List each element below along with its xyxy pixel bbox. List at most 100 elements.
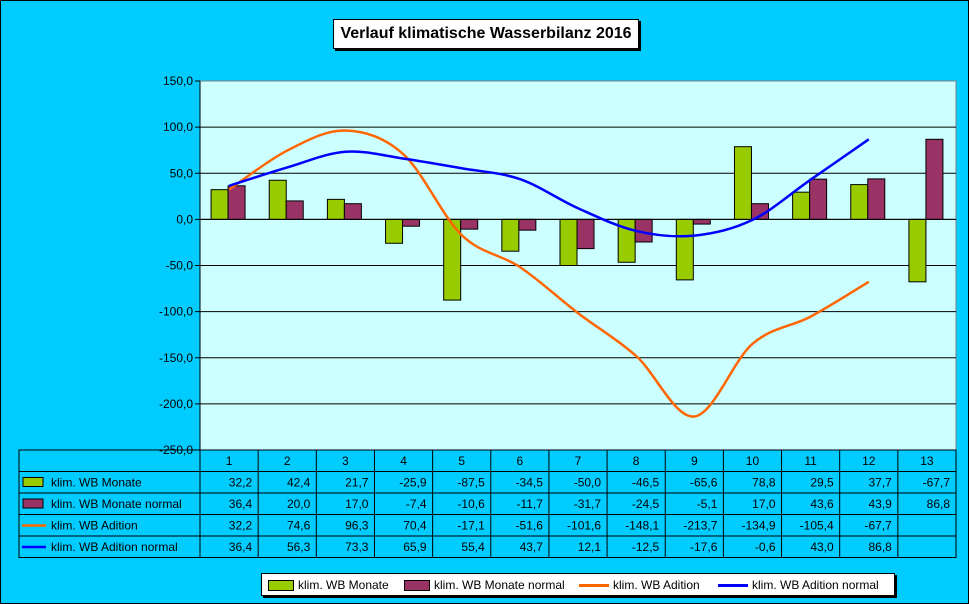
chart-title: Verlauf klimatische Wasserbilanz 2016	[333, 19, 639, 49]
bar	[501, 218, 520, 252]
table-value: 65,9	[403, 540, 427, 554]
table-value: -134,9	[742, 519, 776, 533]
y-tick-label: 0,0	[176, 212, 193, 226]
bar	[268, 179, 287, 220]
table-value: -25,9	[399, 476, 427, 490]
table-value: 12,1	[578, 540, 602, 554]
category-label: 9	[691, 454, 698, 468]
table-value: -7,4	[406, 497, 427, 511]
category-label: 10	[746, 454, 760, 468]
bar	[692, 218, 711, 225]
bar	[675, 218, 694, 281]
table-value: 78,8	[752, 476, 776, 490]
series-line	[228, 138, 870, 238]
table-value: 43,6	[810, 497, 834, 511]
category-label: 6	[517, 454, 524, 468]
series-line	[228, 129, 870, 418]
bar	[733, 146, 752, 220]
table-value: 21,7	[345, 476, 369, 490]
bar	[285, 200, 304, 220]
table-series-name: klim. WB Adition	[51, 519, 138, 533]
table-value: -10,6	[457, 497, 485, 511]
table-value: 20,0	[287, 497, 311, 511]
bar	[460, 218, 479, 230]
table-value: -51,6	[516, 519, 544, 533]
category-label: 2	[284, 454, 291, 468]
table-value: 43,9	[868, 497, 892, 511]
table-value: -101,6	[567, 519, 601, 533]
table-value: -31,7	[574, 497, 602, 511]
bar	[210, 189, 229, 220]
table-value: 56,3	[287, 540, 311, 554]
table-value: -87,5	[457, 476, 485, 490]
table-value: -0,6	[755, 540, 776, 554]
legend-swatch	[404, 580, 430, 592]
bar	[850, 184, 869, 220]
table-value: -17,6	[690, 540, 718, 554]
bar	[809, 178, 828, 220]
bar	[343, 203, 362, 220]
category-label: 1	[226, 454, 233, 468]
legend-label: klim. WB Monate normal	[434, 578, 565, 592]
table-value: -50,0	[574, 476, 602, 490]
category-label: 4	[400, 454, 407, 468]
table-value: 86,8	[927, 497, 951, 511]
legend-item-monate: klim. WB Monate	[268, 578, 389, 592]
legend-label: klim. WB Adition	[613, 578, 700, 592]
legend-label: klim. WB Adition normal	[752, 578, 879, 592]
category-label: 13	[920, 454, 934, 468]
table-value: 37,7	[868, 476, 892, 490]
table-value: 29,5	[810, 476, 834, 490]
category-label: 5	[458, 454, 465, 468]
table-value: -213,7	[683, 519, 717, 533]
legend-item-adition-normal: klim. WB Adition normal	[718, 578, 879, 592]
legend-swatch	[268, 580, 294, 592]
table-value: 36,4	[229, 497, 253, 511]
table-value: 17,0	[752, 497, 776, 511]
table-value: -65,6	[690, 476, 718, 490]
table-value: 86,8	[868, 540, 892, 554]
table-value: -24,5	[632, 497, 660, 511]
y-tick-label: -200,0	[159, 397, 193, 411]
y-tick-label: -100,0	[159, 305, 193, 319]
category-label: 12	[862, 454, 876, 468]
table-value: 17,0	[345, 497, 369, 511]
y-tick-label: 150,0	[163, 74, 193, 88]
y-tick-label: 50,0	[170, 166, 194, 180]
table-value: 43,0	[810, 540, 834, 554]
bar	[402, 218, 421, 227]
legend-item-monate-normal: klim. WB Monate normal	[404, 578, 565, 592]
table-value: -148,1	[625, 519, 659, 533]
legend-swatch	[718, 584, 748, 588]
table-value: -11,7	[516, 497, 543, 511]
table-value: -46,5	[632, 476, 660, 490]
table-value: 74,6	[287, 519, 311, 533]
category-label: 8	[633, 454, 640, 468]
table-value: 36,4	[229, 540, 253, 554]
bar	[908, 218, 927, 283]
bar	[518, 218, 537, 231]
table-key-swatch	[22, 498, 44, 509]
legend-swatch	[579, 584, 609, 588]
table-series-name: klim. WB Monate normal	[51, 497, 182, 511]
table-value: 70,4	[403, 519, 427, 533]
table-value: 55,4	[461, 540, 485, 554]
bar	[925, 138, 944, 220]
table-value: -17,1	[457, 519, 485, 533]
bar	[559, 218, 578, 266]
table-value: -34,5	[516, 476, 544, 490]
bar	[326, 198, 345, 220]
category-label: 7	[575, 454, 582, 468]
table-value: -67,7	[923, 476, 951, 490]
legend: klim. WB Monate klim. WB Monate normal k…	[261, 573, 895, 596]
table-value: 73,3	[345, 540, 369, 554]
bar	[792, 191, 811, 220]
bar	[385, 218, 404, 244]
table-value: -5,1	[697, 497, 718, 511]
bar	[576, 218, 595, 250]
bar	[227, 185, 246, 220]
y-tick-label: -150,0	[159, 351, 193, 365]
legend-label: klim. WB Monate	[298, 578, 389, 592]
